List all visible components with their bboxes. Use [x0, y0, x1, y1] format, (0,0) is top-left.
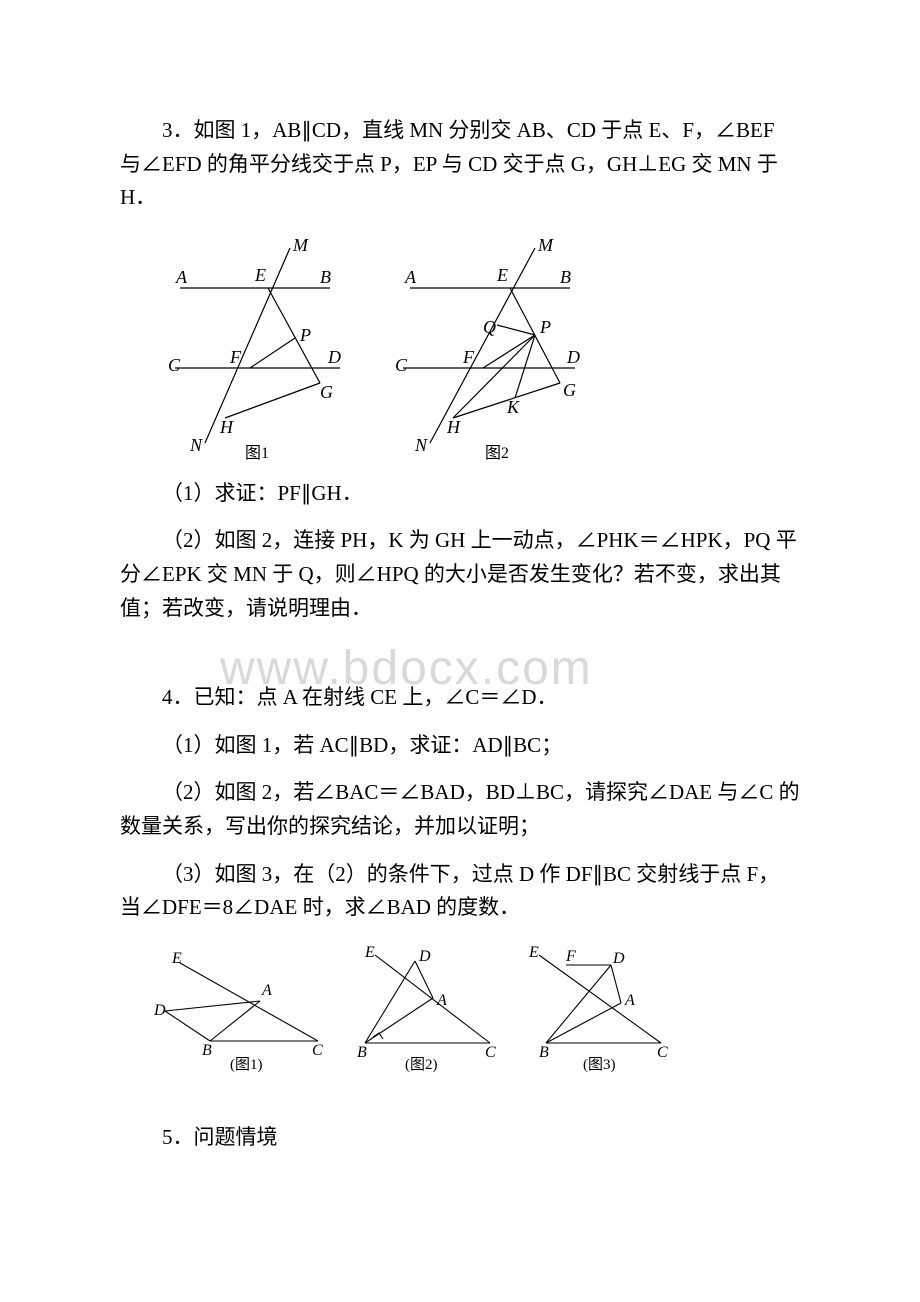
q4f2-D: D	[418, 948, 431, 965]
q4-sub3: （3）如图 3，在（2）的条件下，过点 D 作 DF∥BC 交射线于点 F，当∠…	[120, 858, 800, 925]
lbl-D: D	[327, 347, 341, 367]
spacer	[120, 639, 800, 667]
lbl2-K: K	[506, 397, 520, 417]
q3-fig1: M A E B P C F D G H N 图1	[150, 233, 370, 463]
q4f2-cap: (图2)	[405, 1056, 438, 1073]
q3-figures: M A E B P C F D G H N 图1	[120, 233, 800, 463]
lbl2-G: G	[563, 380, 576, 400]
lbl-B: B	[320, 267, 331, 287]
lbl-N: N	[189, 435, 203, 455]
q4f1-D: D	[153, 1002, 166, 1019]
q3-sub1: （1）求证：PF∥GH．	[120, 477, 800, 511]
q4f3-E: E	[528, 944, 539, 961]
q4f3-cap: (图3)	[583, 1056, 616, 1073]
lbl2-P: P	[539, 317, 551, 337]
q5-stem: 5．问题情境	[120, 1121, 800, 1155]
q4-fig1: E A D B C (图1)	[150, 943, 330, 1073]
q4f2-B: B	[357, 1044, 367, 1061]
q4f2-C: C	[485, 1044, 496, 1061]
lbl2-D: D	[566, 347, 580, 367]
lbl-C: C	[168, 355, 181, 375]
lbl2-E: E	[496, 265, 508, 285]
lbl2-B: B	[560, 267, 571, 287]
q4f3-D: D	[612, 950, 625, 967]
lbl2-A: A	[404, 267, 417, 287]
lbl2-M: M	[537, 235, 554, 255]
q4f1-C: C	[312, 1042, 323, 1059]
q4f3-B: B	[539, 1044, 549, 1061]
lbl2-H: H	[446, 417, 461, 437]
q4-stem: 4．已知：点 A 在射线 CE 上，∠C＝∠D．	[120, 681, 800, 715]
lbl-H: H	[219, 417, 234, 437]
q3-stem: 3．如图 1，AB∥CD，直线 MN 分别交 AB、CD 于点 E、F，∠BEF…	[120, 114, 800, 215]
lbl-G: G	[320, 382, 333, 402]
lbl-M: M	[292, 235, 309, 255]
lbl-A: A	[175, 267, 188, 287]
q3-fig2-cap: 图2	[485, 445, 509, 462]
q4f1-B: B	[202, 1042, 212, 1059]
q4f3-C: C	[657, 1044, 668, 1061]
q3-sub2: （2）如图 2，连接 PH，K 为 GH 上一动点，∠PHK＝∠HPK，PQ 平…	[120, 524, 800, 625]
q4f1-A: A	[261, 982, 272, 999]
q4f3-F: F	[565, 948, 576, 965]
q4f1-cap: (图1)	[230, 1056, 263, 1073]
q4-sub1: （1）如图 1，若 AC∥BD，求证：AD∥BC；	[120, 729, 800, 763]
lbl-F: F	[229, 347, 242, 367]
lbl-P: P	[299, 325, 311, 345]
q4f2-E: E	[364, 944, 375, 961]
lbl2-N: N	[414, 435, 428, 455]
spacer2	[120, 1087, 800, 1107]
q4f3-A: A	[624, 992, 635, 1009]
q4-fig3: E F D A B C (图3)	[511, 943, 681, 1073]
q4f1-E: E	[171, 950, 182, 967]
lbl2-C: C	[395, 355, 408, 375]
page: 3．如图 1，AB∥CD，直线 MN 分别交 AB、CD 于点 E、F，∠BEF…	[0, 0, 920, 1228]
lbl-E: E	[254, 265, 266, 285]
q4f2-A: A	[436, 992, 447, 1009]
q4-fig2: E D A B C (图2)	[335, 943, 505, 1073]
lbl2-F: F	[462, 347, 475, 367]
q3-fig1-cap: 图1	[245, 445, 269, 462]
q3-fig2: M A E B Q P C F D G K H N 图2	[375, 233, 615, 463]
lbl2-Q: Q	[483, 317, 496, 337]
q4-sub2: （2）如图 2，若∠BAC＝∠BAD，BD⊥BC，请探究∠DAE 与∠C 的数量…	[120, 776, 800, 843]
q4-figures: E A D B C (图1)	[120, 943, 800, 1073]
